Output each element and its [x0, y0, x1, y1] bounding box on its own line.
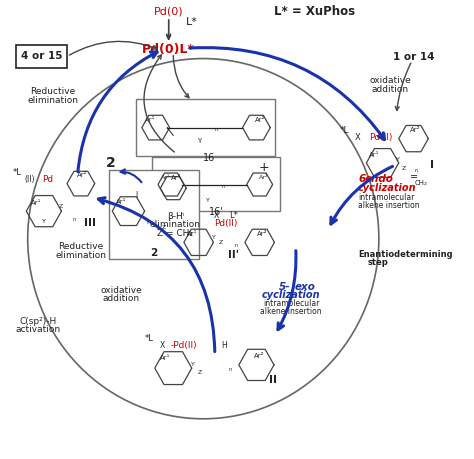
- Text: II: II: [269, 375, 277, 385]
- Text: Z: Z: [59, 204, 63, 209]
- Text: Ar²: Ar²: [257, 231, 268, 237]
- Text: CH₂: CH₂: [415, 179, 428, 186]
- Text: Y: Y: [211, 235, 215, 240]
- Text: exo: exo: [295, 282, 316, 292]
- Text: C(sp²)-H: C(sp²)-H: [19, 317, 56, 326]
- Text: 2: 2: [150, 248, 157, 258]
- Text: step: step: [367, 258, 388, 267]
- Text: cyclization: cyclization: [358, 183, 417, 193]
- Text: *L: *L: [145, 334, 153, 343]
- Text: Ar¹: Ar¹: [160, 355, 171, 361]
- Text: I: I: [136, 191, 138, 200]
- Text: (II): (II): [25, 175, 35, 185]
- Text: Ar²: Ar²: [255, 353, 265, 359]
- Text: oxidative: oxidative: [100, 285, 142, 295]
- Text: β-H: β-H: [167, 212, 182, 221]
- Text: elimination: elimination: [55, 251, 106, 260]
- Text: +: +: [259, 161, 270, 174]
- Text: cyclization: cyclization: [262, 290, 320, 300]
- Text: Y: Y: [198, 138, 202, 145]
- Text: 6-: 6-: [358, 174, 370, 184]
- Text: Pd: Pd: [43, 175, 54, 185]
- Text: n: n: [414, 168, 418, 173]
- Text: L*: L*: [228, 211, 237, 220]
- Text: -Pd(II): -Pd(II): [171, 341, 198, 350]
- Text: Ar²: Ar²: [171, 174, 182, 181]
- Text: oxidative: oxidative: [370, 76, 411, 85]
- Text: Ar²: Ar²: [255, 117, 265, 123]
- Text: n: n: [234, 243, 237, 248]
- Text: Pd(II): Pd(II): [370, 133, 393, 142]
- Text: alkene insertion: alkene insertion: [260, 307, 322, 316]
- Text: Z = CH₂: Z = CH₂: [156, 229, 192, 238]
- Text: Ar²: Ar²: [77, 172, 88, 179]
- Text: X: X: [214, 211, 219, 220]
- Text: I: I: [430, 160, 434, 170]
- Text: activation: activation: [15, 325, 61, 334]
- Text: Reductive: Reductive: [58, 242, 103, 252]
- Text: Y: Y: [191, 363, 195, 367]
- Text: Ar²: Ar²: [410, 127, 420, 134]
- Text: Ar¹: Ar¹: [161, 175, 170, 180]
- Text: Ar¹: Ar¹: [116, 199, 126, 205]
- Text: 16': 16': [209, 207, 224, 217]
- Text: Ar¹: Ar¹: [369, 152, 379, 158]
- Text: Pd(0): Pd(0): [154, 6, 183, 17]
- FancyBboxPatch shape: [153, 157, 280, 211]
- Text: Ar²: Ar²: [259, 175, 268, 180]
- Text: L*: L*: [186, 17, 198, 27]
- Text: Ar¹: Ar¹: [145, 117, 155, 123]
- Text: Enantiodetermining: Enantiodetermining: [358, 250, 453, 259]
- Text: *L: *L: [339, 126, 349, 135]
- Text: Ar¹: Ar¹: [187, 231, 197, 237]
- Text: n: n: [222, 185, 225, 189]
- Text: Z: Z: [162, 225, 166, 230]
- Text: Pd(0)L*: Pd(0)L*: [142, 43, 195, 56]
- Text: X: X: [160, 341, 165, 350]
- Text: Z: Z: [402, 167, 406, 171]
- Text: Y: Y: [42, 219, 46, 224]
- Text: alkene insertion: alkene insertion: [358, 201, 419, 210]
- Text: 2: 2: [106, 156, 116, 170]
- Text: Y: Y: [146, 220, 150, 225]
- Text: n: n: [181, 212, 184, 217]
- Text: n: n: [214, 127, 218, 132]
- Text: addition: addition: [372, 85, 409, 94]
- FancyBboxPatch shape: [109, 170, 199, 259]
- Text: Y: Y: [206, 198, 210, 203]
- Text: 1 or 14: 1 or 14: [393, 52, 434, 62]
- Text: n: n: [228, 367, 231, 371]
- Text: Pd(II): Pd(II): [214, 219, 237, 229]
- Text: n: n: [73, 217, 75, 222]
- Text: endo: endo: [365, 174, 394, 184]
- Text: intramolecular: intramolecular: [358, 193, 414, 202]
- Text: II': II': [228, 250, 239, 260]
- Text: elimination: elimination: [27, 96, 79, 106]
- Text: =: =: [410, 172, 418, 182]
- Text: Y: Y: [396, 157, 400, 162]
- Text: X: X: [355, 133, 361, 142]
- Text: 16: 16: [203, 153, 215, 163]
- Text: Ar¹: Ar¹: [31, 200, 41, 206]
- Text: elimination: elimination: [149, 220, 200, 230]
- Text: addition: addition: [102, 294, 140, 303]
- Text: *L: *L: [13, 168, 22, 177]
- Text: H: H: [221, 341, 227, 350]
- Text: Z: Z: [219, 240, 223, 245]
- Text: 5-: 5-: [278, 282, 290, 292]
- Text: III: III: [84, 218, 96, 228]
- Text: 4 or 15: 4 or 15: [21, 51, 63, 62]
- Text: L* = XuPhos: L* = XuPhos: [273, 5, 355, 18]
- FancyBboxPatch shape: [16, 45, 67, 68]
- Text: intramolecular: intramolecular: [263, 299, 319, 308]
- Text: Z: Z: [198, 370, 202, 375]
- FancyBboxPatch shape: [137, 99, 275, 156]
- Text: Reductive: Reductive: [30, 87, 76, 96]
